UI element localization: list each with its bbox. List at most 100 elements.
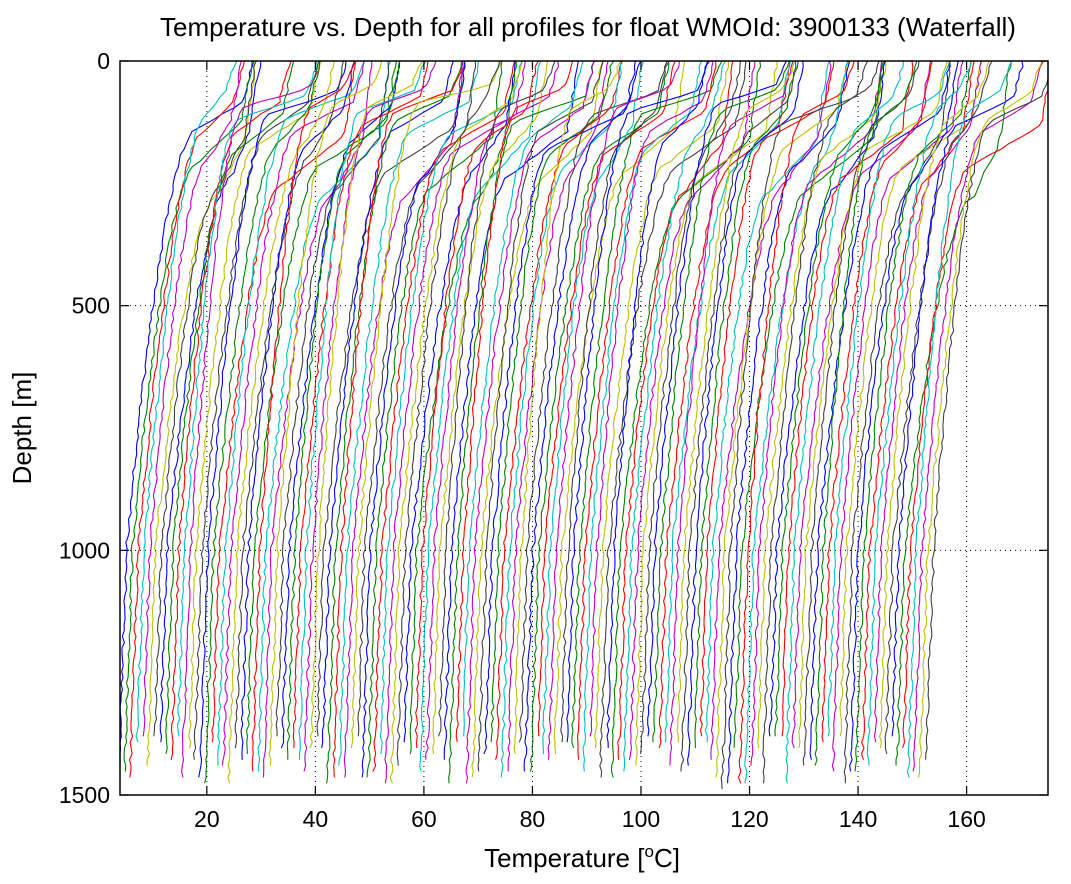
temperature-profile-line [768,60,886,737]
x-tick-label: 20 [194,806,220,832]
x-tick-label: 80 [520,806,546,832]
x-axis-label: Temperature [oC] [484,842,680,873]
temperature-profile-line [448,60,595,784]
temperature-profile-line [809,60,951,760]
temperature-profile-line [350,60,502,749]
temperature-profile-line [891,60,1024,737]
temperature-profile-line [384,60,526,784]
temperature-profile-line [455,60,574,743]
temperature-profile-line [262,60,373,778]
temperature-profile-line [720,60,869,790]
temperature-profile-line [715,60,850,778]
temperature-profile-line [153,60,257,737]
temperature-profile-line [292,60,429,749]
temperature-profile-line [462,60,584,737]
temperature-profile-line [326,60,463,784]
temperature-profile-line [571,60,723,749]
temperature-profile-line [744,60,849,784]
temperature-profile-line [425,60,559,760]
temperature-profile-line [280,60,401,749]
temperature-profile-line [628,60,756,760]
temperature-profile-line [507,60,609,772]
temperature-profile-line [389,60,524,784]
temperature-profile-line [409,60,517,754]
temperature-profile-line [912,60,1045,772]
temperature-profile-line [286,60,401,760]
temperature-profile-line [547,60,680,760]
temperature-profile-line [181,60,321,778]
temperature-profile-line [465,60,595,784]
temperature-profile-line [647,60,787,737]
temperature-profile-line [843,60,951,784]
temperature-profile-line [490,60,615,743]
temperature-profile-line [221,60,365,766]
y-axis-ticks: 0 500 1000 1500 [59,48,1048,808]
temperature-profile-line [831,60,964,772]
temperature-profile-line [170,60,292,760]
temperature-profile-line [298,60,427,760]
temperature-profile-line [710,60,832,760]
x-tick-label: 40 [303,806,329,832]
temperature-profile-line [680,60,799,772]
temperature-profile-line [437,60,556,737]
temperature-profile-line [135,60,238,743]
temperature-profile-line [245,60,398,754]
temperature-profile-line [518,60,670,743]
temperature-profile-line [366,60,503,778]
temperature-profile-line [694,60,797,749]
temperature-profile-line [500,60,622,778]
temperature-profile-line [873,60,982,743]
temperature-profile-line [343,60,464,778]
y-tick-label: 1500 [59,782,110,808]
temperature-profile-line [234,60,344,749]
temperature-profile-line [599,60,747,778]
temperature-profile-line [192,60,320,760]
x-tick-label: 100 [622,806,660,832]
temperature-profile-line [321,60,454,749]
temperature-profile-line [854,60,972,772]
temperature-profile-line [159,60,262,743]
temperature-profile-line [589,60,714,737]
temperature-profile-line [594,60,730,749]
temperature-profile-line [513,60,622,755]
temperature-profile-line [762,60,880,784]
temperature-profile-line [676,60,796,743]
temperature-profile-line [361,60,466,778]
temperature-profile-line [658,60,791,749]
profiles-layer [119,60,1049,790]
temperature-profile-line [802,60,920,766]
temperature-profile-line [576,60,717,760]
temperature-profile-line [357,60,477,737]
temperature-profile-line [483,60,636,755]
temperature-profile-line [610,60,762,778]
temperature-profile-line [640,60,741,754]
temperature-profile-line [309,60,424,749]
temperature-profile-line [119,60,255,766]
temperature-profile-line [906,60,1013,778]
temperature-profile-line [523,60,642,772]
temperature-profile-line [821,60,933,743]
temperature-profile-line [204,60,321,784]
temperature-profile-line [268,60,383,766]
temperature-profile-line [774,60,886,737]
temperature-profile-line [884,60,993,755]
y-tick-label: 1000 [59,537,110,563]
temperature-profile-line [414,60,539,749]
x-tick-label: 60 [411,806,437,832]
temperature-profile-line [839,60,983,737]
temperature-profile-line [687,60,804,766]
temperature-profile-line [866,60,973,766]
temperature-profile-line [217,60,365,766]
temperature-profile-line [606,60,708,749]
temperature-profile-line [227,60,335,784]
temperature-profile-line [542,60,645,754]
temperature-profile-line [757,60,887,749]
temperature-profile-line [902,61,1049,749]
temperature-profile-line [188,60,322,749]
temperature-profile-line [146,60,257,766]
temperature-profile-line [176,60,318,737]
temperature-profile-line [634,60,778,766]
temperature-profile-line [652,60,790,743]
